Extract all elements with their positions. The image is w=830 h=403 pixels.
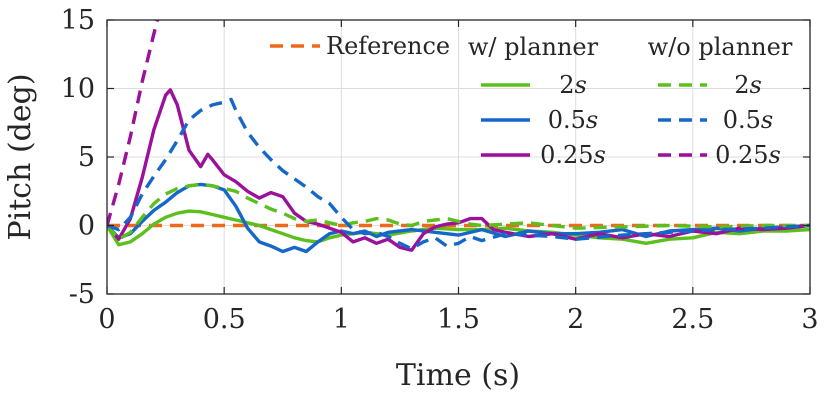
- x-tick-label: 3: [801, 304, 818, 335]
- legend-header-without-planner: w/o planner: [648, 33, 793, 61]
- x-tick-label: 2.5: [671, 304, 714, 335]
- legend-label-w-o-planner-0-25s: 0.25s: [715, 141, 781, 169]
- y-tick-label: -5: [69, 279, 95, 310]
- legend-label-reference: Reference: [326, 32, 450, 60]
- legend-label-w-o-planner-0-5s: 0.5s: [723, 106, 774, 134]
- x-tick-label: 2: [567, 304, 584, 335]
- series-layer: [107, 20, 810, 254]
- legend-entries: Reference 2s 0.5s 0.25s 2s 0.5s 0.25s: [270, 32, 781, 169]
- x-tick-label: 0: [98, 304, 115, 335]
- legend-label-w-planner-0-5s: 0.5s: [548, 106, 599, 134]
- x-tick-label: 0.5: [203, 304, 246, 335]
- y-tick-label: 15: [61, 5, 95, 36]
- legend-label-w-planner-0-25s: 0.25s: [540, 141, 606, 169]
- y-tick-label: 0: [78, 211, 95, 242]
- legend-header-with-planner: w/ planner: [468, 33, 599, 61]
- ticks: [106, 19, 811, 295]
- x-tick-label: 1: [333, 304, 350, 335]
- x-axis-label: Time (s): [396, 358, 520, 393]
- y-tick-label: 10: [61, 74, 95, 105]
- legend: w/ planner w/o planner Reference 2s 0.5s 0.…: [270, 32, 793, 169]
- y-tick-label: 5: [78, 142, 95, 173]
- legend-label-w-o-planner-2s: 2s: [734, 71, 762, 99]
- y-axis-label: Pitch (deg): [3, 73, 38, 240]
- legend-label-w-planner-2s: 2s: [559, 71, 587, 99]
- x-tick-label: 1.5: [437, 304, 480, 335]
